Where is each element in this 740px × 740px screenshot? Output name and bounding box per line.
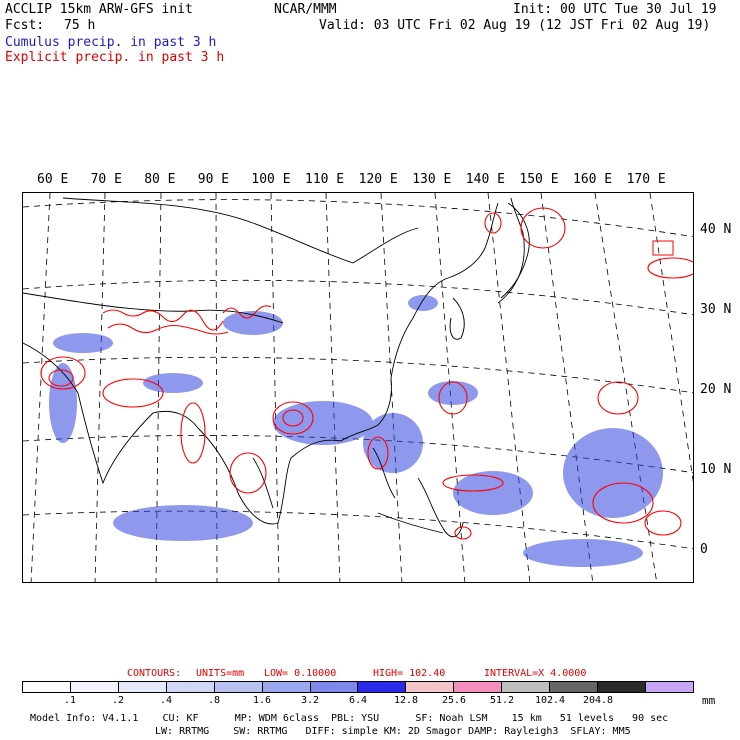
colorbar-label: 51.2 — [489, 695, 515, 706]
fcst-label: Fcst: — [5, 18, 45, 33]
init-time: Init: 00 UTC Tue 30 Jul 19 — [513, 2, 717, 17]
colorbar-segment — [502, 682, 551, 692]
longitude-label: 70 E — [90, 172, 122, 187]
latitude-gridlines — [23, 199, 693, 550]
explicit-precip-contours — [40, 207, 693, 540]
contours-low: LOW= 0.10000 — [264, 668, 337, 679]
legend-explicit: Explicit precip. in past 3 h — [5, 50, 225, 65]
contours-units: UNITS=mm — [196, 668, 245, 679]
precipitation-map — [22, 192, 694, 583]
latitude-label: 0 — [700, 542, 708, 557]
longitude-label: 90 E — [197, 172, 230, 187]
longitude-label: 120 E — [358, 172, 398, 187]
fcst-value: 75 h — [64, 18, 96, 33]
colorbar-segment — [70, 682, 119, 692]
colorbar-label: 25.6 — [441, 695, 467, 706]
longitude-label: 170 E — [626, 172, 666, 187]
land-outlines — [23, 197, 530, 538]
colorbar-label: 204.8 — [582, 695, 614, 706]
longitude-label: 100 E — [251, 172, 291, 187]
longitude-label: 160 E — [573, 172, 613, 187]
model-info-line1: Model Info: V4.1.1 CU: KF MP: WDM 6class… — [30, 713, 669, 724]
colorbar-label: 1.6 — [252, 695, 272, 706]
colorbar-segment — [23, 682, 71, 692]
colorbar-segment — [358, 682, 407, 692]
colorbar-segment — [262, 682, 311, 692]
colorbar-segment — [310, 682, 359, 692]
latitude-label: 20 N — [700, 382, 732, 397]
contours-high: HIGH= 102.40 — [373, 668, 446, 679]
latitude-label: 40 N — [700, 222, 732, 237]
longitude-label: 60 E — [37, 172, 69, 187]
colorbar-label: 12.8 — [393, 695, 419, 706]
latitude-label: 10 N — [700, 462, 732, 477]
cumulus-precip — [49, 295, 663, 567]
colorbar-label: 3.2 — [300, 695, 320, 706]
longitude-label: 80 E — [144, 172, 176, 187]
latitude-label: 30 N — [700, 302, 732, 317]
title-center: NCAR/MMM — [274, 2, 337, 17]
colorbar-label: .8 — [207, 695, 221, 706]
title-left: ACCLIP 15km ARW-GFS init — [5, 2, 193, 17]
longitude-label: 130 E — [412, 172, 452, 187]
model-info-line2: LW: RRTMG SW: RRTMG DIFF: simple KM: 2D … — [155, 726, 631, 737]
colorbar-segment — [406, 682, 455, 692]
colorbar-label: 102.4 — [534, 695, 566, 706]
highlight-box — [652, 240, 674, 256]
colorbar-label: .4 — [159, 695, 173, 706]
colorbar-label: .2 — [111, 695, 125, 706]
colorbar-segment — [166, 682, 215, 692]
valid-time: Valid: 03 UTC Fri 02 Aug 19 (12 JST Fri … — [319, 18, 711, 33]
map-canvas — [23, 193, 693, 582]
colorbar-segment — [598, 682, 646, 692]
longitude-label: 150 E — [519, 172, 559, 187]
contours-prefix: CONTOURS: — [127, 668, 182, 679]
longitude-label: 110 E — [305, 172, 345, 187]
colorbar-segment — [214, 682, 263, 692]
colorbar-label: .1 — [63, 695, 77, 706]
colorbar-segment — [118, 682, 167, 692]
colorbar-unit: mm — [702, 694, 716, 707]
colorbar-segment — [454, 682, 503, 692]
legend-cumulus: Cumulus precip. in past 3 h — [5, 35, 217, 50]
contours-interval: INTERVAL=X 4.0000 — [484, 668, 587, 679]
colorbar-segment — [550, 682, 599, 692]
colorbar-label: 6.4 — [348, 695, 368, 706]
longitude-label: 140 E — [465, 172, 505, 187]
precip-colorbar — [22, 681, 694, 693]
colorbar-segment — [645, 682, 693, 692]
